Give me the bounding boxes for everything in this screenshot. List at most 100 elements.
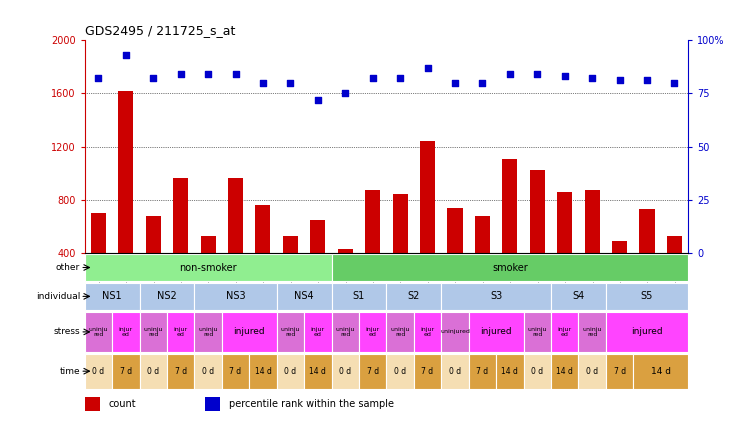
Bar	[331, 354, 359, 388]
Bar	[112, 354, 140, 388]
Text: non-smoker: non-smoker	[180, 262, 237, 273]
Text: individual: individual	[36, 292, 80, 301]
Text: injur
ed: injur ed	[366, 327, 380, 337]
Bar	[365, 190, 381, 253]
Bar	[250, 354, 277, 388]
Point	[174, 71, 186, 78]
Bar	[140, 282, 194, 310]
Point	[202, 71, 214, 78]
Text: uninju
red: uninju red	[144, 327, 163, 337]
Text: 7 d: 7 d	[614, 367, 626, 376]
Text: NS2: NS2	[157, 291, 177, 301]
Text: 14 d: 14 d	[255, 367, 272, 376]
Text: injured: injured	[481, 327, 512, 337]
Bar	[173, 178, 188, 253]
Bar	[85, 312, 112, 352]
Point	[668, 79, 680, 86]
Text: 14 d: 14 d	[501, 367, 518, 376]
Text: uninjured: uninjured	[440, 329, 470, 334]
Text: 7 d: 7 d	[476, 367, 489, 376]
Bar	[578, 312, 606, 352]
Point	[367, 75, 378, 82]
Text: 14 d: 14 d	[651, 367, 670, 376]
Text: injured: injured	[233, 327, 265, 337]
Bar	[140, 312, 167, 352]
Point	[93, 75, 105, 82]
Bar	[194, 282, 277, 310]
Point	[587, 75, 598, 82]
Text: uninju
red: uninju red	[336, 327, 355, 337]
Point	[339, 90, 351, 97]
Text: injur
ed: injur ed	[174, 327, 188, 337]
Text: NS4: NS4	[294, 291, 314, 301]
Bar	[475, 216, 490, 253]
Text: S2: S2	[408, 291, 420, 301]
Bar	[523, 354, 551, 388]
Bar	[85, 282, 140, 310]
Point	[449, 79, 461, 86]
Text: S1: S1	[353, 291, 365, 301]
Bar	[633, 354, 688, 388]
Bar	[523, 312, 551, 352]
Text: 0 d: 0 d	[531, 367, 543, 376]
Bar	[442, 354, 469, 388]
Text: 0 d: 0 d	[284, 367, 297, 376]
Point	[257, 79, 269, 86]
Bar	[194, 354, 222, 388]
Point	[641, 77, 653, 84]
Text: injured: injured	[631, 327, 663, 337]
Point	[559, 73, 570, 80]
Bar	[118, 91, 133, 253]
Text: 7 d: 7 d	[120, 367, 132, 376]
Bar	[578, 354, 606, 388]
Text: 7 d: 7 d	[174, 367, 187, 376]
Text: NS1: NS1	[102, 291, 122, 301]
Text: injur
ed: injur ed	[420, 327, 435, 337]
Bar	[200, 236, 216, 253]
Bar	[283, 236, 298, 253]
Bar	[228, 178, 243, 253]
Bar	[359, 312, 386, 352]
Text: injur
ed: injur ed	[311, 327, 325, 337]
Bar	[167, 312, 194, 352]
Bar	[277, 354, 304, 388]
Bar	[331, 282, 386, 310]
Text: uninju
red: uninju red	[198, 327, 218, 337]
Bar	[359, 354, 386, 388]
Text: S3: S3	[490, 291, 502, 301]
Bar	[386, 282, 442, 310]
Text: 0 d: 0 d	[394, 367, 406, 376]
Bar	[338, 249, 353, 253]
Text: 0 d: 0 d	[92, 367, 105, 376]
Text: 7 d: 7 d	[230, 367, 241, 376]
Text: other: other	[56, 263, 80, 272]
Bar	[606, 312, 688, 352]
Bar	[311, 220, 325, 253]
Bar	[85, 354, 112, 388]
Bar	[584, 190, 600, 253]
Point	[504, 71, 516, 78]
Text: time: time	[60, 367, 80, 376]
Bar	[414, 354, 442, 388]
Bar	[386, 354, 414, 388]
Bar	[112, 312, 140, 352]
Bar	[551, 312, 578, 352]
Bar	[146, 216, 160, 253]
Text: uninju
red: uninju red	[390, 327, 410, 337]
Bar	[551, 354, 578, 388]
Bar	[194, 312, 222, 352]
Bar	[140, 354, 167, 388]
Text: 0 d: 0 d	[147, 367, 159, 376]
Bar	[277, 312, 304, 352]
Text: 7 d: 7 d	[422, 367, 434, 376]
Text: uninju
red: uninju red	[88, 327, 108, 337]
Point	[476, 79, 488, 86]
Text: S5: S5	[641, 291, 653, 301]
Text: 0 d: 0 d	[202, 367, 214, 376]
Bar	[277, 282, 331, 310]
Text: injur
ed: injur ed	[118, 327, 133, 337]
Bar	[331, 312, 359, 352]
Bar	[469, 354, 496, 388]
Point	[120, 52, 132, 59]
Text: 14 d: 14 d	[309, 367, 326, 376]
